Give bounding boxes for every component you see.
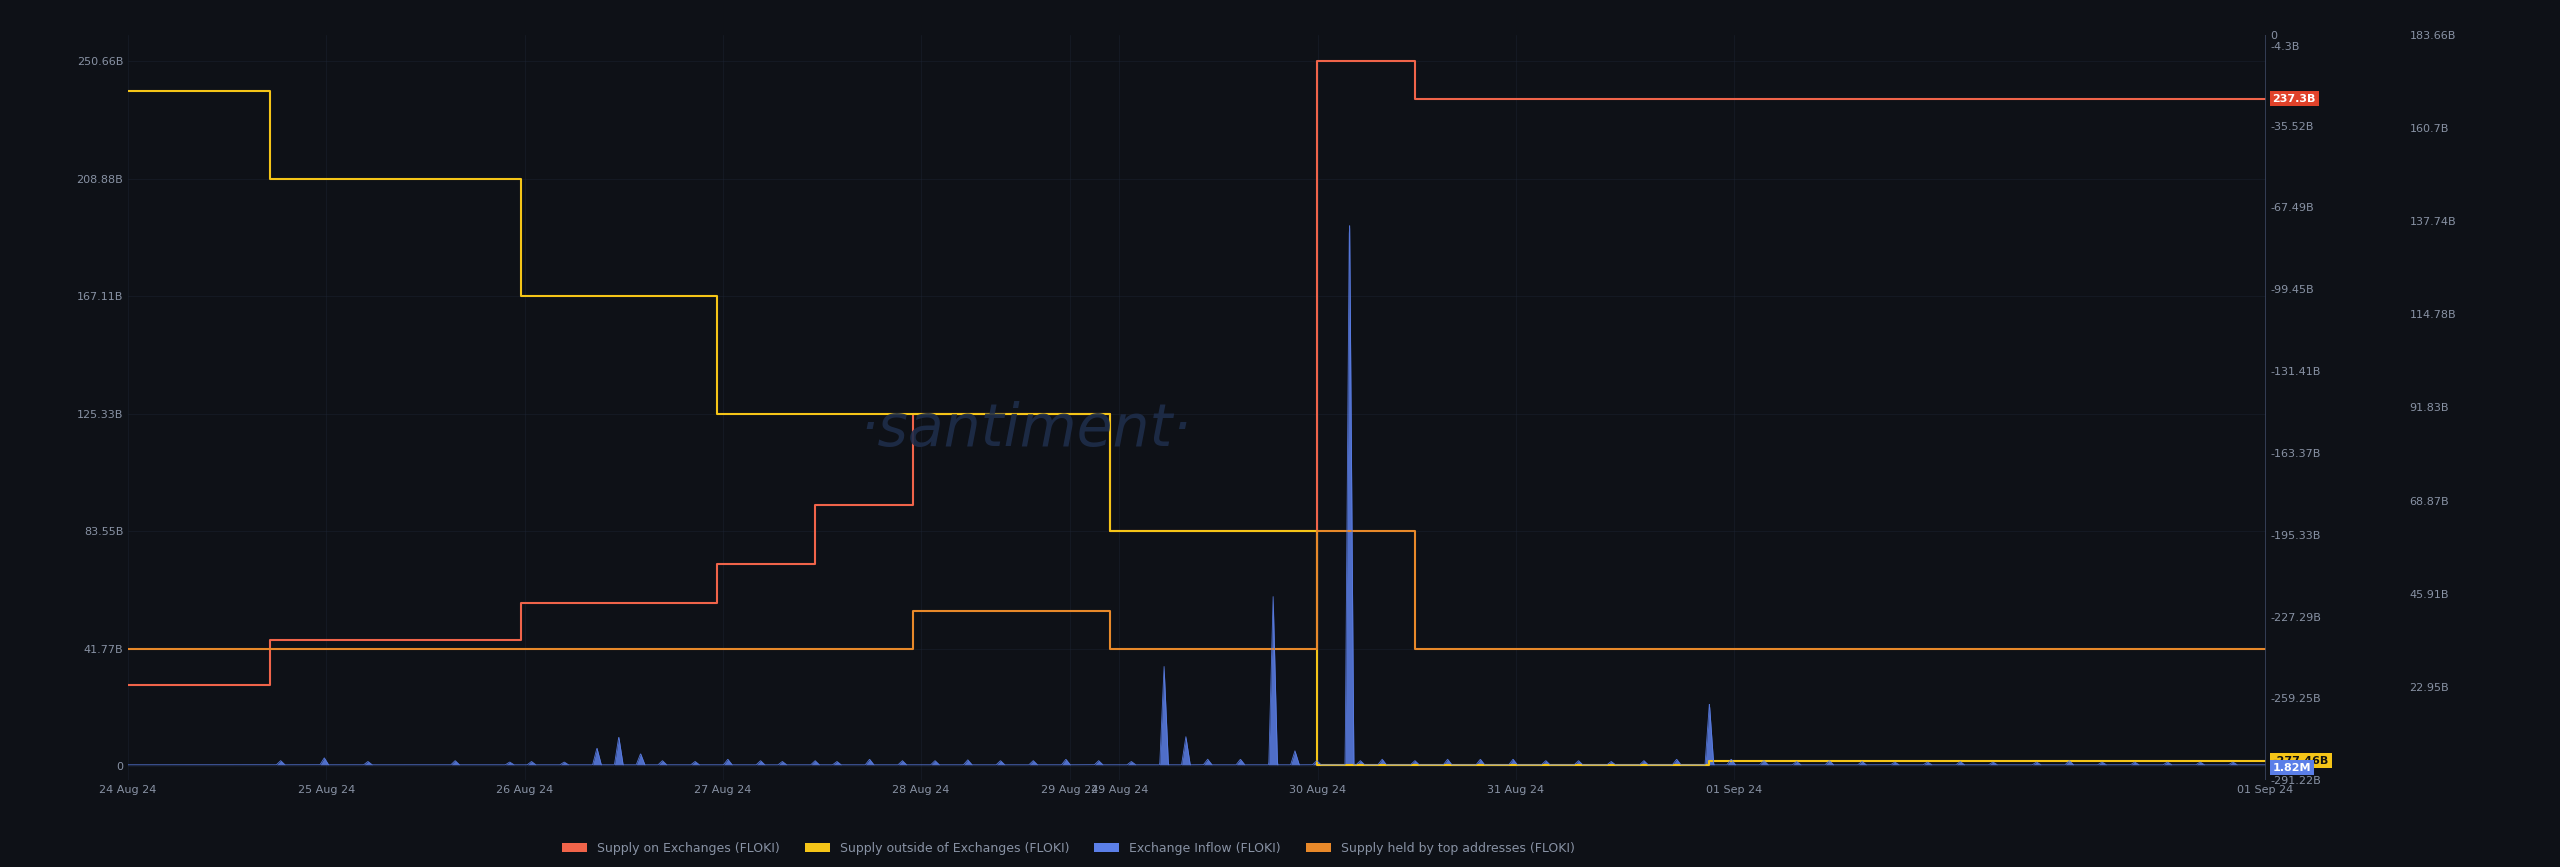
Legend: Supply on Exchanges (FLOKI), Supply outside of Exchanges (FLOKI), Exchange Inflo: Supply on Exchanges (FLOKI), Supply outs… (558, 837, 1580, 860)
Text: -277.46B: -277.46B (2273, 756, 2330, 766)
Text: 237.3B: 237.3B (2273, 94, 2317, 103)
Text: 1.82M: 1.82M (2273, 763, 2312, 772)
Text: ·santiment·: ·santiment· (860, 401, 1193, 459)
